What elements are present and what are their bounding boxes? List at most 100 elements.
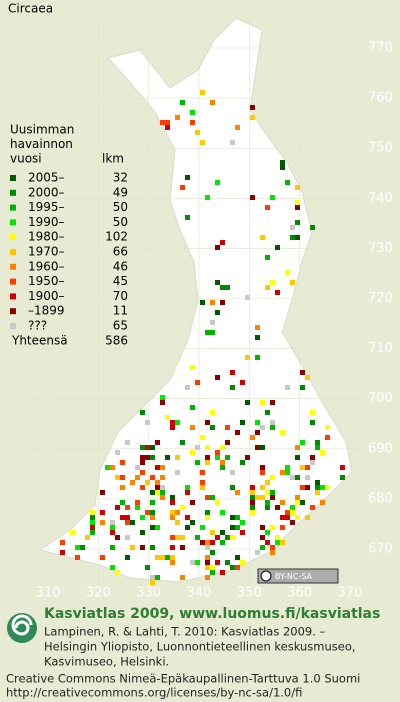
observation [125,520,130,525]
observation [235,490,240,495]
observation [185,385,190,390]
observation [145,480,150,485]
observation [225,285,230,290]
observation [255,495,260,500]
observation [210,550,215,555]
observation [190,560,195,565]
observation [245,355,250,360]
observation [260,235,265,240]
observation [190,520,195,525]
observation [140,445,145,450]
observation [155,480,160,485]
observation [265,410,270,415]
total-count: 586 [105,333,128,347]
y-tick-label: 720 [368,291,393,306]
observation [90,525,95,530]
observation [260,535,265,540]
observation [230,535,235,540]
observation [120,460,125,465]
observation [130,480,135,485]
observation [100,510,105,515]
observation [280,165,285,170]
observation [140,410,145,415]
legend-label: 1970– [28,245,65,259]
y-tick-label: 690 [368,441,393,456]
observation [135,465,140,470]
legend-label: 1995– [28,200,65,214]
total-label: Yhteensä [11,333,68,347]
observation [135,505,140,510]
observation [110,465,115,470]
observation [310,505,315,510]
legend-swatch [10,293,16,300]
observation [125,440,130,445]
observation [150,545,155,550]
observation [140,460,145,465]
observation [250,510,255,515]
observation [250,195,255,200]
observation [150,455,155,460]
observation [295,220,300,225]
observation [295,500,300,505]
legend-count: 45 [113,274,128,288]
observation [205,560,210,565]
observation [260,445,265,450]
observation [280,500,285,505]
observation [90,510,95,515]
observation [190,450,195,455]
observation [100,490,105,495]
observation [315,485,320,490]
observation [205,510,210,515]
observation [175,115,180,120]
x-tick-label: 350 [237,586,262,601]
observation [155,440,160,445]
observation [225,535,230,540]
observation [315,445,320,450]
observation [300,485,305,490]
observation [125,555,130,560]
observation [205,460,210,465]
observation [265,505,270,510]
observation [265,255,270,260]
observation [135,500,140,505]
observation [210,300,215,305]
finland-outline [38,17,353,583]
legend-label: 1960– [28,259,65,273]
observation [290,510,295,515]
observation [120,500,125,505]
logo-swirl [11,614,33,636]
license-line: Creative Commons Nimeä-Epäkaupallinen-Ta… [6,672,360,686]
y-tick-label: 740 [368,191,393,206]
observation [290,225,295,230]
observation [220,465,225,470]
observation [210,425,215,430]
observation [165,555,170,560]
observation [285,515,290,520]
observation [150,445,155,450]
observation [175,510,180,515]
observation [235,515,240,520]
observation [285,470,290,475]
observation [275,290,280,295]
observation [70,530,75,535]
observation [280,430,285,435]
observation [190,500,195,505]
observation [215,180,220,185]
observation [295,185,300,190]
observation [195,560,200,565]
observation [205,495,210,500]
observation [190,365,195,370]
observation [305,475,310,480]
observation [220,240,225,245]
observation [145,565,150,570]
observation [230,565,235,570]
legend-count: 46 [113,259,128,273]
map-title: Circaea [8,2,53,16]
observation [270,475,275,480]
observation [245,455,250,460]
observation [315,440,320,445]
observation [210,100,215,105]
observation [115,475,120,480]
observation [270,420,275,425]
